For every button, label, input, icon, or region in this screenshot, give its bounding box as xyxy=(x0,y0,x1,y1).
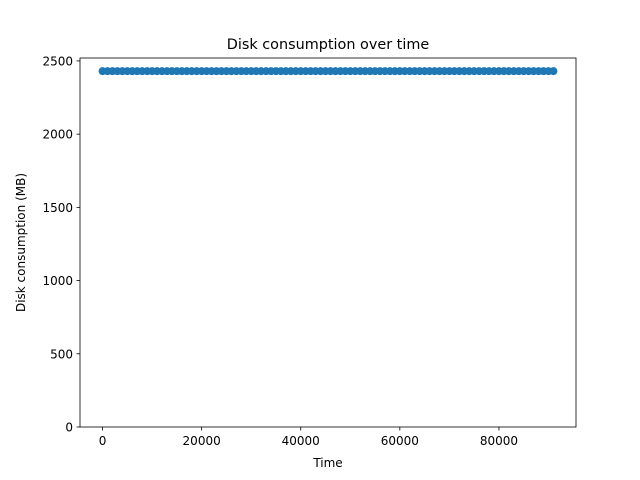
series-points xyxy=(98,67,558,76)
plot-frame xyxy=(79,57,577,428)
y-tick-label: 1000 xyxy=(42,274,73,288)
x-axis-ticks: 0 20000 40000 60000 80000 xyxy=(99,427,518,448)
y-axis-label: Disk consumption (MB) xyxy=(14,173,28,312)
y-tick-label: 0 xyxy=(65,421,73,435)
data-point xyxy=(549,67,558,76)
y-tick-label: 2000 xyxy=(42,128,73,142)
x-tick-label: 60000 xyxy=(381,434,419,448)
x-tick-label: 20000 xyxy=(183,434,221,448)
y-tick-label: 2500 xyxy=(42,54,73,68)
x-tick-label: 80000 xyxy=(480,434,518,448)
y-axis-ticks: 0 500 1000 1500 2000 2500 xyxy=(42,54,80,435)
chart-title: Disk consumption over time xyxy=(227,37,430,53)
x-tick-label: 40000 xyxy=(282,434,320,448)
y-tick-label: 500 xyxy=(50,347,73,361)
x-tick-label: 0 xyxy=(99,434,107,448)
x-axis-label: Time xyxy=(312,456,342,470)
y-tick-label: 1500 xyxy=(42,201,73,215)
